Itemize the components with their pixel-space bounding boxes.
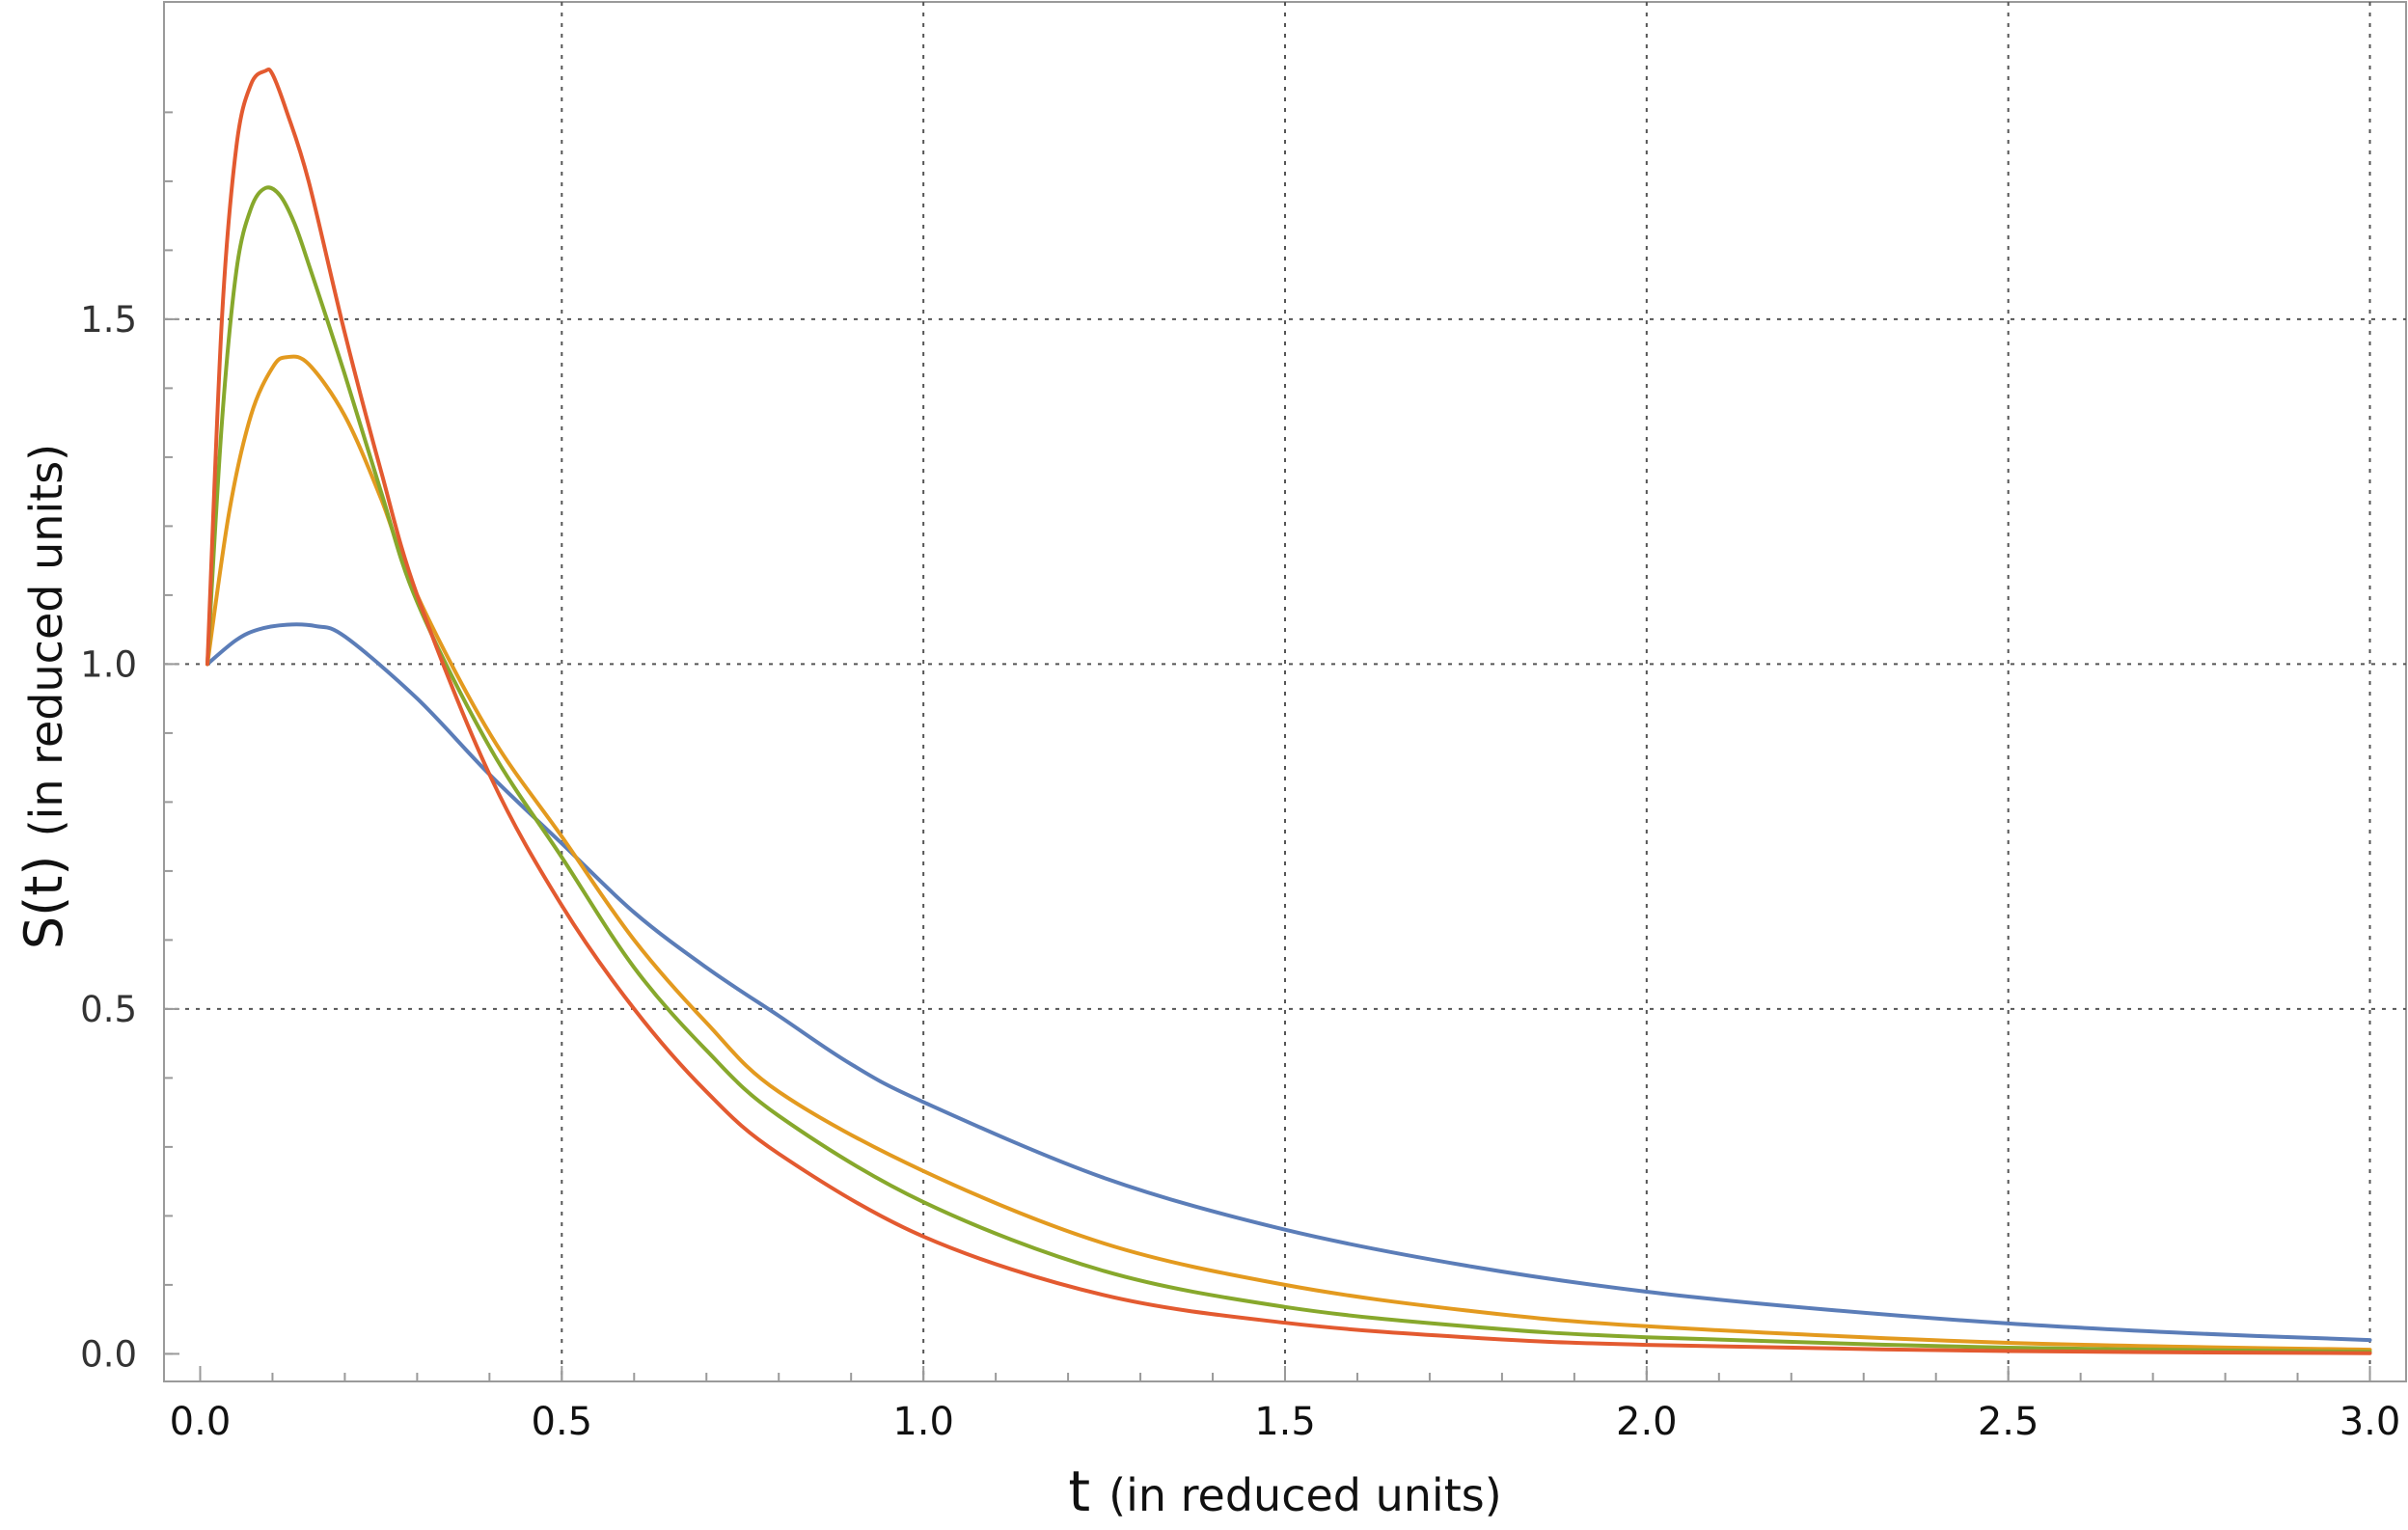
x-tick-label: 2.0 [1616, 1400, 1678, 1444]
series-line-4 [205, 67, 2372, 1355]
y-tick-label: 1.0 [80, 643, 137, 685]
x-axis-units: (in reduced units) [1108, 1469, 1502, 1521]
y-tick-label: 0.0 [80, 1333, 137, 1375]
y-axis-title: S(t) (in reduced units) [14, 444, 74, 949]
x-axis-title: t (in reduced units) [1068, 1459, 1501, 1524]
y-axis-symbol: S(t) [14, 856, 74, 950]
series-line-2 [205, 354, 2372, 1352]
grid [164, 2, 2406, 1381]
y-axis-units: (in reduced units) [20, 444, 72, 837]
y-tick-label: 1.5 [80, 299, 137, 341]
y-tick-label: 0.5 [80, 989, 137, 1030]
x-axis-symbol: t [1068, 1459, 1090, 1524]
x-tick-label: 0.0 [170, 1400, 232, 1444]
x-tick-label: 2.5 [1978, 1400, 2039, 1444]
x-tick-label: 3.0 [2340, 1400, 2401, 1444]
x-tick-label: 0.5 [532, 1400, 593, 1444]
minor-ticks [164, 111, 2371, 1381]
series-layer [205, 67, 2372, 1355]
y-tick-labels: 0.0 0.5 1.0 1.5 [80, 299, 137, 1376]
x-tick-label: 1.5 [1254, 1400, 1316, 1444]
series-line-3 [205, 185, 2372, 1354]
x-tick-labels: 0.0 0.5 1.0 1.5 2.0 2.5 3.0 [170, 1400, 2401, 1444]
x-tick-label: 1.0 [892, 1400, 954, 1444]
series-line-1 [205, 622, 2372, 1343]
